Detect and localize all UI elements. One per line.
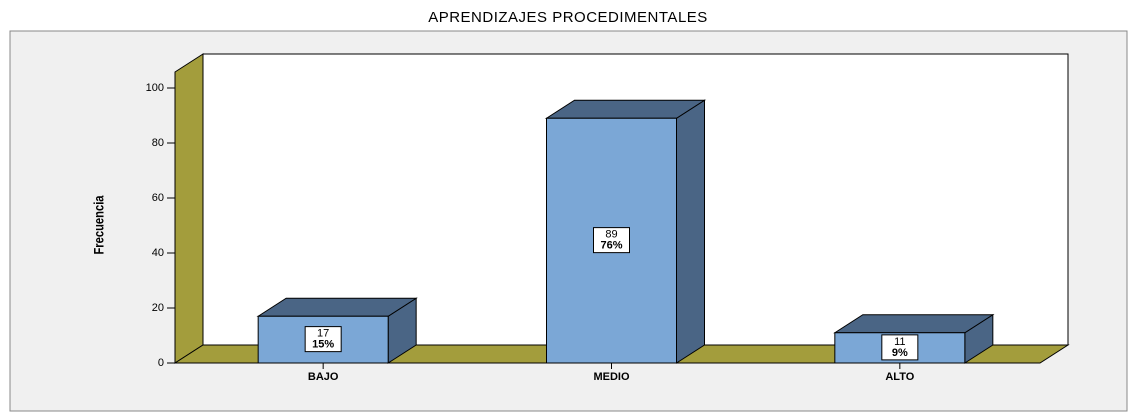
bar-side — [676, 99, 705, 364]
y-tick-label: 60 — [152, 192, 164, 204]
percent-label: 9% — [892, 347, 908, 359]
bar-top — [833, 314, 995, 334]
bar — [256, 297, 418, 364]
y-tick-label: 100 — [146, 82, 164, 94]
left-wall — [174, 53, 204, 364]
chart-title: APRENDIZAJES PROCEDIMENTALES — [428, 9, 708, 26]
x-tick-label: MEDIO — [593, 371, 630, 383]
percent-label: 15% — [312, 339, 334, 351]
data-label-box — [593, 227, 630, 254]
y-tick-label: 20 — [152, 302, 164, 314]
data-label: 11 — [894, 336, 905, 348]
y-tick-label: 0 — [158, 357, 164, 369]
bar-top — [256, 297, 418, 317]
bar-top — [544, 99, 707, 119]
percent-label: 76% — [600, 240, 622, 252]
y-tick-label: 40 — [152, 247, 164, 259]
y-tick-label: 80 — [152, 137, 164, 149]
data-label: 17 — [317, 328, 329, 340]
x-tick-label: BAJO — [308, 371, 339, 383]
data-label-box — [304, 326, 342, 353]
data-label: 89 — [605, 229, 617, 241]
data-label-box — [881, 334, 919, 361]
x-tick-label: ALTO — [885, 371, 914, 383]
y-axis-label: Frecuencia — [92, 195, 107, 255]
